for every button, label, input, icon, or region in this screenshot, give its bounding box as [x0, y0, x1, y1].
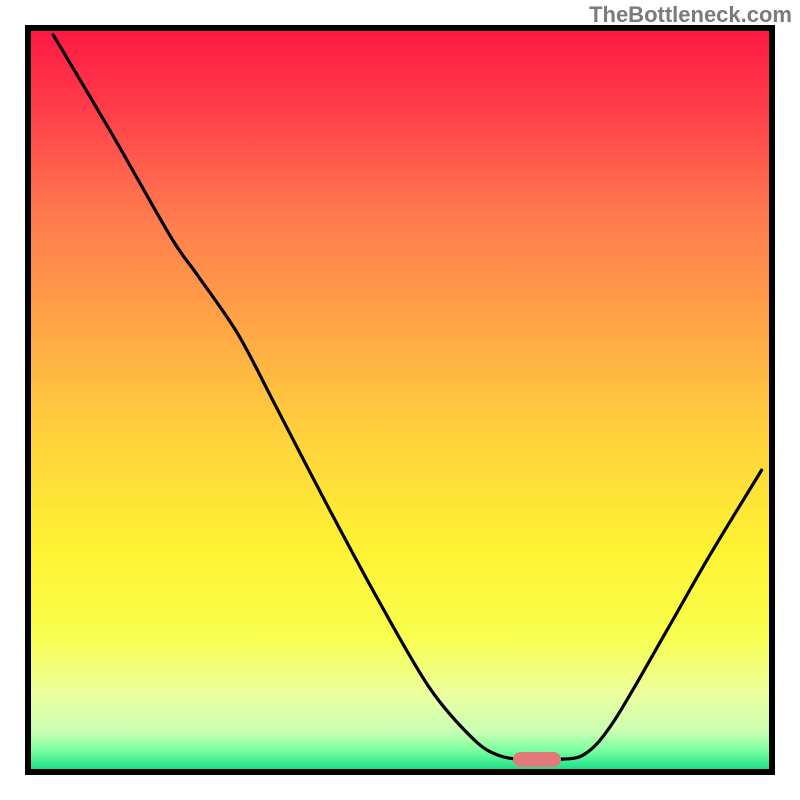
- bottleneck-curve: [31, 31, 769, 769]
- optimal-marker: [513, 752, 561, 767]
- watermark-text: TheBottleneck.com: [589, 2, 792, 28]
- chart-frame: TheBottleneck.com: [0, 0, 800, 800]
- plot-area: [25, 25, 775, 775]
